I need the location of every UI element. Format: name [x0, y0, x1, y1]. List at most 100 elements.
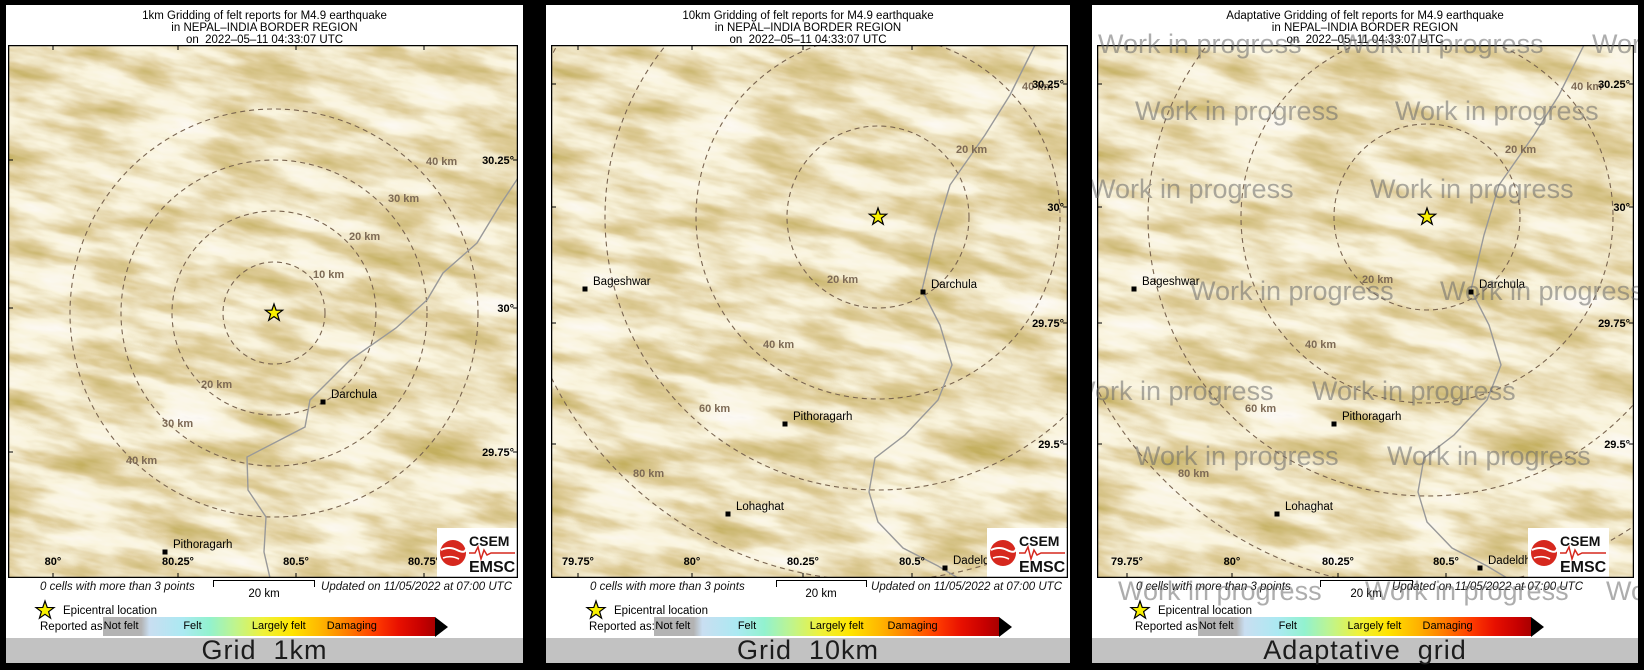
longitude-label: 80.5°: [283, 556, 309, 568]
epicenter-star-icon: [34, 599, 56, 620]
updated-note: Updated on 11/05/2022 at 07:00 UTC: [1392, 581, 1583, 593]
scale-bar: 20 km: [213, 580, 315, 600]
town-marker: [920, 289, 926, 295]
town-label: Lohaghat: [736, 501, 785, 513]
ring-distance-label: 80 km: [1178, 468, 1209, 480]
longitude-label: 80.25°: [787, 556, 819, 568]
town-label: Bageshwar: [593, 276, 651, 288]
grid-type-label: Grid 1km: [201, 635, 328, 665]
ring-distance-label: 10 km: [313, 269, 344, 281]
logo-text-emsc: EMSC: [1560, 559, 1607, 576]
csem-emsc-logo: CSEM EMSC: [437, 528, 518, 577]
intensity-label: Largely felt: [1347, 620, 1402, 632]
latitude-label: 30.25°: [1598, 79, 1630, 91]
longitude-label: 80.5°: [899, 556, 925, 568]
map-svg: 20 km 40 km 20 km 40 km 60 km 80 km Bageshwar D…: [551, 45, 1068, 578]
town-marker: [782, 421, 788, 427]
intensity-label: Damaging: [887, 620, 938, 632]
seismogram-icon: [1560, 544, 1606, 562]
town-label: Lohaghat: [1285, 501, 1334, 513]
town-marker: [320, 399, 326, 405]
latitude-label: 29.75°: [482, 447, 514, 459]
ring-distance-label: 40 km: [1305, 339, 1336, 351]
reported-as-label: Reported as:: [40, 620, 106, 633]
town-marker: [1274, 511, 1280, 517]
town-label: Bageshwar: [1142, 276, 1200, 288]
logo-text-csem: CSEM: [469, 533, 509, 549]
country-border: [246, 177, 518, 578]
intensity-label: Felt: [1278, 620, 1297, 632]
scale-bar: 20 km: [775, 580, 867, 600]
intensity-label: Not felt: [103, 620, 139, 632]
town-marker: [1468, 289, 1474, 295]
map-panel: Adaptative Gridding of felt reports for …: [1092, 5, 1638, 638]
ring-distance-label: 40 km: [763, 339, 794, 351]
longitude-label: 80°: [684, 556, 701, 568]
seismogram-icon: [1019, 544, 1065, 562]
terrain-shading: [1097, 45, 1634, 578]
town-marker: [725, 511, 731, 517]
title-line-3: on 2022–05–11 04:33:07 UTC: [1286, 34, 1444, 46]
title-line-2: in NEPAL–INDIA BORDER REGION: [714, 22, 902, 34]
intensity-label: Damaging: [1422, 620, 1473, 632]
latitude-label: 30.25°: [482, 155, 514, 167]
latitude-label: 30°: [497, 303, 514, 315]
panel-title: Adaptative Gridding of felt reports for …: [1092, 10, 1638, 46]
epicentral-legend: Epicentral location: [33, 599, 157, 622]
epicentral-label: Epicentral location: [614, 604, 708, 617]
town-marker: [582, 286, 588, 292]
panel-title: 1km Gridding of felt reports for M4.9 ea…: [6, 10, 523, 46]
longitude-label: 79.75°: [1111, 556, 1143, 568]
title-line-3: on 2022–05–11 04:33:07 UTC: [185, 34, 344, 46]
longitude-label: 80.25°: [162, 556, 194, 568]
ring-distance-label: 40 km: [1571, 81, 1602, 93]
title-line-3: on 2022–05–11 04:33:07 UTC: [729, 34, 887, 46]
longitude-label: 80°: [45, 556, 62, 568]
grid-label-strip: Grid 1km: [6, 635, 523, 665]
scale-bar-bracket: [1319, 580, 1413, 587]
latitude-label: 29.5°: [1038, 439, 1064, 451]
town-label: Darchula: [931, 279, 978, 291]
map-area: 20 km 40 km 20 km 40 km 60 km 80 km Bageshwar D…: [551, 45, 1068, 578]
ring-distance-label: 60 km: [1245, 403, 1276, 415]
ring-distance-label: 60 km: [699, 403, 730, 415]
intensity-colorbar: Damaging Largely felt Felt Not felt: [102, 616, 448, 637]
longitude-label: 80.25°: [1322, 556, 1354, 568]
map-frame: [8, 45, 518, 578]
scale-bar-label: 20 km: [1350, 588, 1382, 600]
epicenter-star-icon: [867, 206, 889, 226]
reported-as-label: Reported as:: [589, 620, 655, 633]
town-marker: [162, 549, 168, 555]
epicenter-star-icon: [1129, 599, 1151, 620]
epicentral-label: Epicentral location: [1158, 604, 1252, 617]
town-label: Pithoragarh: [1342, 411, 1401, 423]
ring-distance-label: 80 km: [633, 468, 664, 480]
panel-title: 10km Gridding of felt reports for M4.9 e…: [546, 10, 1070, 46]
scale-bar: 20 km: [1319, 580, 1413, 600]
updated-note: Updated on 11/05/2022 at 07:00 UTC: [321, 581, 512, 593]
epicenter-star-icon: [1416, 206, 1438, 226]
epicenter-star-icon: [585, 599, 607, 620]
epicenter-star-icon: [263, 302, 285, 322]
scale-bar-label: 20 km: [805, 588, 837, 600]
ring-distance-label: 20 km: [1362, 274, 1393, 286]
country-border: [868, 45, 1036, 578]
ring-distance-label: 20 km: [827, 274, 858, 286]
ring-distance-label: 20 km: [956, 144, 987, 156]
intensity-label: Largely felt: [251, 620, 306, 632]
grid-label-strip: Adaptative grid: [1092, 637, 1638, 664]
terrain-shading: [551, 45, 1068, 578]
intensity-label: Felt: [183, 620, 202, 632]
latitude-label: 29.75°: [1032, 318, 1064, 330]
cells-note: 0 cells with more than 3 points: [1136, 581, 1291, 593]
ring-distance-label: 40 km: [426, 156, 457, 168]
latitude-label: 30.25°: [1032, 79, 1064, 91]
distance-ring: [695, 45, 1061, 400]
grid-type-label: Grid 10km: [736, 635, 880, 665]
ring-distance-label: 20 km: [349, 231, 380, 243]
intensity-legend: Reported as: Damaging Largely felt Felt Not…: [40, 616, 448, 637]
map-svg: 20 km 40 km 20 km 40 km 60 km 80 km Bageshwar D…: [1097, 45, 1634, 578]
scale-bar-bracket: [775, 580, 867, 587]
longitude-label: 79.75°: [562, 556, 594, 568]
